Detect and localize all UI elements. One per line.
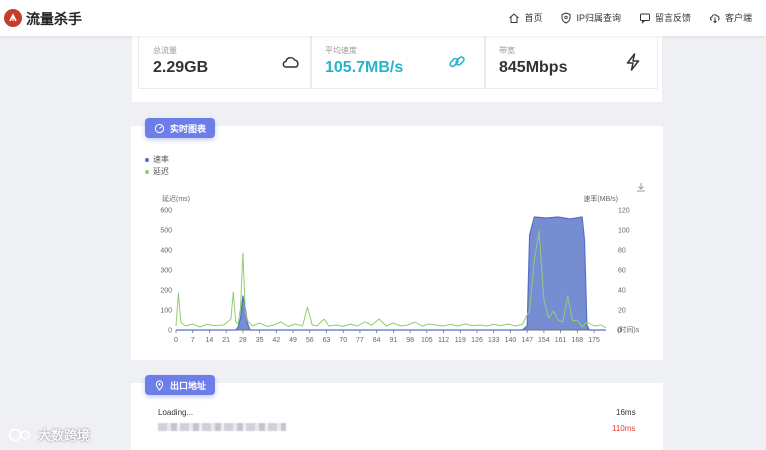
left-axis-tick-label: 600: [160, 208, 172, 215]
top-navigation-bar: 流量杀手 首页 IP归属查询 留言反馈 客户端: [0, 0, 766, 36]
nav-item-client[interactable]: 客户端: [709, 11, 752, 24]
legend-item-rate[interactable]: 速率: [145, 154, 169, 165]
home-icon: [509, 12, 520, 23]
stat-value: 105.7MB/s: [325, 59, 404, 76]
nav-label-home: 首页: [524, 13, 543, 23]
stat-average-speed: 平均速度 105.7MB/s: [310, 36, 486, 89]
x-axis-tick-label: 112: [438, 337, 449, 344]
x-axis-tick-label: 49: [289, 337, 297, 344]
nav-item-feedback[interactable]: 留言反馈: [639, 11, 691, 24]
legend-dot: [145, 169, 149, 174]
x-axis-tick-label: 126: [471, 337, 483, 344]
watermark: 大数跨境: [8, 425, 90, 444]
x-axis-tick-label: 14: [206, 337, 214, 344]
left-axis-tick-label: 300: [160, 268, 172, 275]
x-axis-tick-label: 91: [389, 337, 397, 344]
right-axis-tick-label: 0: [618, 328, 622, 335]
exit-address-title: 出口地址: [170, 380, 207, 391]
gauge-icon: [154, 123, 165, 133]
nav-item-ip-lookup[interactable]: IP归属查询: [560, 11, 621, 24]
link-icon: [449, 56, 465, 68]
x-axis-tick-label: 161: [555, 337, 567, 344]
realtime-chart: 延迟(ms) 速率(MB/s)01002003004005006000204060…: [160, 194, 640, 344]
lightning-icon: [626, 53, 640, 71]
stat-label: 带宽: [499, 46, 515, 55]
right-axis-tick-label: 20: [618, 308, 626, 315]
x-axis-tick-label: 21: [222, 337, 230, 344]
x-axis-tick-label: 28: [239, 337, 247, 344]
chat-icon: [639, 13, 650, 24]
x-axis-tick-label: 70: [339, 337, 347, 344]
brand-name[interactable]: 流量杀手: [26, 11, 82, 27]
nav-label-client: 客户端: [724, 13, 752, 23]
legend-item-latency[interactable]: 延迟: [145, 166, 169, 177]
x-axis-tick-label: 154: [538, 337, 550, 344]
left-axis-tick-label: 100: [160, 308, 172, 315]
shield-icon: [561, 11, 571, 24]
stat-value: 845Mbps: [499, 59, 568, 76]
legend-label: 速率: [153, 155, 169, 164]
download-icon[interactable]: [635, 181, 647, 193]
left-axis-tick-label: 400: [160, 248, 172, 255]
x-axis-tick-label: 105: [421, 337, 433, 344]
exit-row-2-latency: 110ms: [612, 424, 636, 433]
left-axis-tick-label: 500: [160, 228, 172, 235]
x-axis-tick-label: 7: [191, 337, 195, 344]
realtime-chart-title-button[interactable]: 实时图表: [145, 118, 216, 138]
x-axis-tick-label: 0: [174, 337, 178, 344]
exit-address-panel: Loading... 16ms 110ms: [131, 383, 663, 450]
left-axis-title: 延迟(ms): [162, 194, 190, 203]
realtime-chart-panel: 速率 延迟 延迟(ms) 速率(MB/s) 0 100 200 300 400 500 600 0…: [131, 126, 663, 360]
left-axis-tick-label: 200: [160, 288, 172, 295]
x-axis-tick-label: 175: [588, 337, 600, 344]
x-axis-tick-label: 42: [272, 337, 280, 344]
cloud-icon: [282, 57, 299, 68]
exit-address-title-button[interactable]: 出口地址: [145, 375, 216, 395]
stats-panel: 总流量 2.29GB 平均速度 105.7MB/s 带宽 845Mbps: [132, 36, 662, 102]
right-axis-title: 速率(MB/s): [583, 194, 618, 203]
right-axis-tick-label: 100: [618, 228, 630, 235]
x-axis-tick-label: 77: [356, 337, 364, 344]
x-axis-tick-label: 98: [406, 337, 414, 344]
right-axis-tick-label: 80: [618, 248, 626, 255]
x-axis-tick-label: 84: [373, 337, 381, 344]
realtime-chart-title: 实时图表: [170, 123, 207, 134]
right-axis-tick-label: 120: [618, 208, 630, 215]
series-line-延迟: [175, 230, 607, 329]
x-axis-tick-label: 119: [455, 337, 466, 344]
legend-dot: [145, 157, 149, 162]
exit-row-1-latency: 16ms: [616, 408, 636, 417]
stat-value: 2.29GB: [153, 59, 209, 76]
left-axis-tick-label: 0: [168, 328, 172, 335]
series-area-速率: [176, 217, 606, 330]
location-icon: [155, 379, 164, 391]
stat-label: 总流量: [153, 46, 177, 55]
x-axis-tick-label: 147: [521, 337, 533, 344]
x-axis-tick-label: 140: [505, 337, 517, 344]
x-axis-tick-label: 133: [488, 337, 500, 344]
exit-row-2-address-blurred: [158, 423, 286, 431]
series-line-速率: [176, 216, 606, 331]
x-axis-tick-label: 63: [323, 337, 331, 344]
brand-logo-icon[interactable]: [4, 9, 22, 27]
nav-item-home[interactable]: 首页: [508, 11, 542, 24]
cloud-download-icon: [709, 13, 720, 23]
right-axis-tick-label: 40: [618, 288, 626, 295]
nav-label-ip-lookup: IP归属查询: [576, 13, 621, 23]
x-axis-tick-label: 35: [256, 337, 264, 344]
stat-total-traffic: 总流量 2.29GB: [138, 36, 312, 89]
watermark-text: 大数跨境: [38, 428, 91, 443]
x-axis-tick-label: 168: [571, 337, 583, 344]
exit-row-1-label: Loading...: [158, 408, 194, 417]
x-axis-tick-label: 56: [306, 337, 314, 344]
main-nav: 首页 IP归属查询 留言反馈 客户端: [508, 11, 752, 24]
legend-label: 延迟: [153, 167, 169, 176]
stat-label: 平均速度: [325, 46, 357, 55]
watermark-logo-icon: [8, 428, 30, 441]
stat-bandwidth: 带宽 845Mbps: [484, 36, 658, 89]
nav-label-feedback: 留言反馈: [654, 13, 691, 23]
right-axis-tick-label: 60: [618, 268, 626, 275]
x-axis-title: (时间)s: [617, 325, 640, 334]
